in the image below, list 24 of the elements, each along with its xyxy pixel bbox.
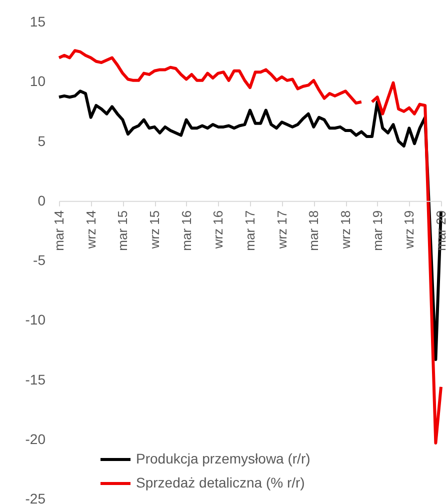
y-tick-label: -15 (25, 371, 46, 388)
y-tick-label: 0 (38, 192, 46, 208)
x-tick-label: wrz 19 (402, 210, 417, 250)
y-tick-label: -25 (25, 490, 46, 504)
y-tick-label: 10 (30, 73, 46, 90)
x-tick-label: mar 18 (306, 210, 322, 251)
legend-label: Produkcja przemysłowa (r/r) (136, 450, 310, 466)
x-tick-label: mar 19 (370, 210, 385, 251)
x-tick-label: wrz 14 (83, 210, 98, 250)
x-tick-label: mar 14 (52, 210, 66, 251)
x-tick-label: mar 15 (115, 210, 130, 251)
y-tick-label: -5 (33, 252, 46, 268)
y-tick-label: 15 (30, 14, 46, 30)
y-tick-label: -20 (25, 430, 46, 447)
x-tick-label: mar 20 (434, 210, 446, 251)
y-tick-label: -10 (25, 312, 46, 328)
x-tick-label: wrz 16 (210, 210, 226, 250)
legend-label: Sprzedaż detaliczna (% r/r) (136, 474, 305, 490)
x-tick-label: wrz 15 (147, 210, 162, 250)
x-tick-label: mar 17 (242, 210, 258, 251)
x-tick-label: wrz 18 (338, 210, 353, 250)
x-tick-label: wrz 17 (274, 210, 290, 250)
y-tick-label: 5 (38, 132, 46, 149)
x-tick-label: mar 16 (178, 210, 194, 251)
